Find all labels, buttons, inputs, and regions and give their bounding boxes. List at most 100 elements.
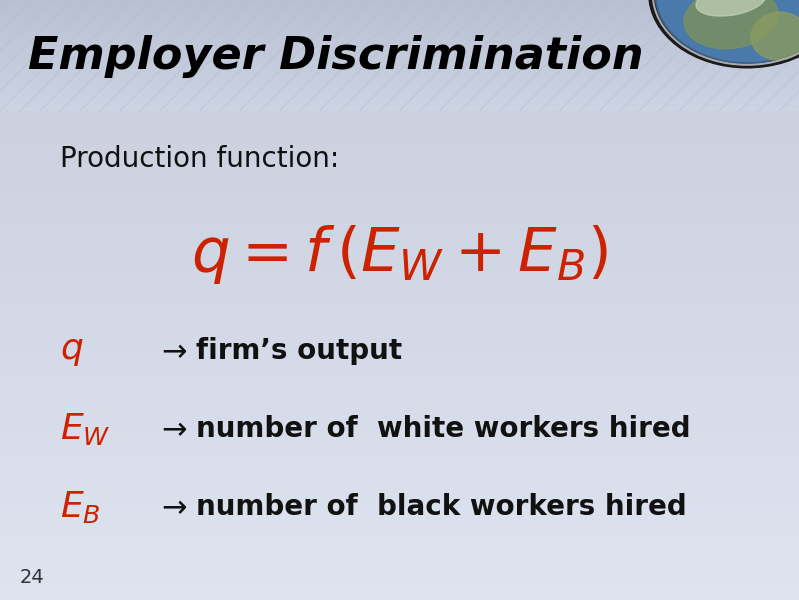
Bar [0, 230, 799, 235]
Ellipse shape [684, 0, 778, 49]
Bar [0, 250, 799, 255]
Bar [0, 100, 799, 105]
Bar [0, 565, 799, 570]
Text: $q = f\,( E_W + E_B )$: $q = f\,( E_W + E_B )$ [191, 223, 608, 286]
Bar [0, 85, 799, 90]
Bar [0, 380, 799, 385]
Bar [0, 540, 799, 545]
Bar [0, 70, 799, 75]
Bar [0, 97, 799, 100]
Circle shape [657, 0, 799, 62]
Bar [0, 510, 799, 515]
Bar [0, 45, 799, 50]
Bar [0, 495, 799, 500]
Bar [0, 72, 799, 75]
Bar [0, 160, 799, 165]
Text: $\rightarrow$: $\rightarrow$ [156, 337, 188, 365]
Ellipse shape [696, 0, 766, 16]
Bar [0, 470, 799, 475]
Bar [0, 34, 799, 36]
Bar [0, 315, 799, 320]
Bar [0, 106, 799, 108]
Bar [0, 545, 799, 550]
Bar [0, 580, 799, 585]
Bar [0, 55, 799, 58]
Bar [0, 420, 799, 425]
Bar [0, 50, 799, 53]
Bar [0, 265, 799, 270]
Bar [0, 108, 799, 111]
Bar [0, 180, 799, 185]
Bar [0, 555, 799, 560]
Bar [0, 5, 799, 10]
Bar [0, 330, 799, 335]
Bar [0, 64, 799, 67]
Bar [0, 290, 799, 295]
Bar [0, 31, 799, 34]
Bar [0, 215, 799, 220]
Bar [0, 61, 799, 64]
Bar [0, 70, 799, 72]
Bar [0, 100, 799, 103]
Bar [0, 550, 799, 555]
Bar [0, 435, 799, 440]
Bar [0, 25, 799, 28]
Bar [0, 475, 799, 480]
Text: Employer Discrimination: Employer Discrimination [28, 35, 643, 79]
Bar [0, 345, 799, 350]
Bar [0, 225, 799, 230]
Text: $E_B$: $E_B$ [60, 489, 101, 525]
Text: number of  white workers hired: number of white workers hired [196, 415, 690, 443]
Bar [0, 78, 799, 80]
Bar [0, 10, 799, 15]
Bar [0, 280, 799, 285]
Bar [0, 150, 799, 155]
Bar [0, 53, 799, 55]
Bar [0, 35, 799, 40]
Text: $\rightarrow$: $\rightarrow$ [156, 493, 188, 521]
Bar [0, 28, 799, 31]
Bar [0, 44, 799, 47]
Bar [0, 80, 799, 83]
Bar [0, 210, 799, 215]
Bar [0, 135, 799, 140]
Bar [0, 55, 799, 60]
Bar [0, 75, 799, 78]
Bar [0, 335, 799, 340]
Bar [0, 83, 799, 86]
Bar [0, 165, 799, 170]
Bar [0, 575, 799, 580]
Bar [0, 185, 799, 190]
Bar [0, 60, 799, 65]
Bar [0, 245, 799, 250]
Bar [0, 480, 799, 485]
Bar [0, 205, 799, 210]
Bar [0, 89, 799, 92]
Bar [0, 5, 799, 8]
Bar [0, 505, 799, 510]
Bar [0, 440, 799, 445]
Bar [0, 30, 799, 35]
Bar [0, 200, 799, 205]
Bar [0, 320, 799, 325]
Bar [0, 405, 799, 410]
Bar [0, 360, 799, 365]
Bar [0, 275, 799, 280]
Bar [0, 235, 799, 240]
Bar [0, 86, 799, 89]
Bar [0, 14, 799, 17]
Text: $\rightarrow$: $\rightarrow$ [156, 415, 188, 443]
Bar [0, 190, 799, 195]
Circle shape [655, 0, 799, 63]
Text: firm’s output: firm’s output [196, 337, 402, 365]
Bar [0, 130, 799, 135]
Bar [0, 595, 799, 600]
Bar [0, 47, 799, 50]
Bar [0, 41, 799, 44]
Bar [0, 450, 799, 455]
Bar [0, 530, 799, 535]
Bar [0, 560, 799, 565]
Bar [0, 300, 799, 305]
Bar [0, 570, 799, 575]
Bar [0, 455, 799, 460]
